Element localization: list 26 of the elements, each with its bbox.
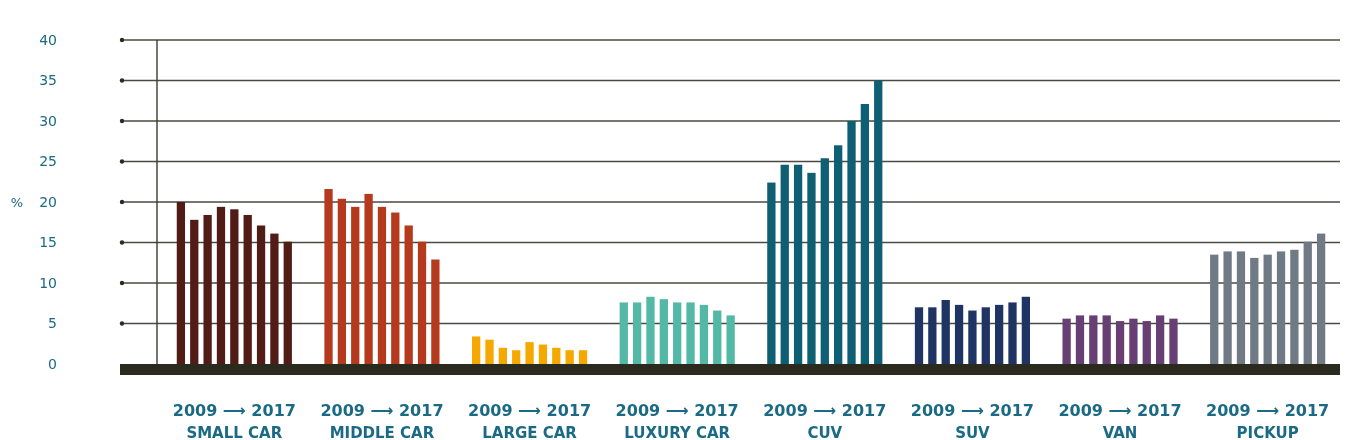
y-tick-label: 35 bbox=[39, 72, 57, 89]
text: 2009 ⟶ 2017 bbox=[615, 401, 739, 420]
text: 2009 ⟶ 2017 bbox=[1058, 401, 1182, 420]
text: 2009 ⟶ 2017 bbox=[910, 401, 1034, 420]
y-tick-label: 30 bbox=[39, 112, 57, 129]
x-tick-label: SMALL CAR bbox=[186, 424, 283, 440]
x-tick-label: LARGE CAR bbox=[482, 424, 578, 440]
x-tick-label: LUXURY CAR bbox=[624, 424, 731, 440]
y-tick-label: 5 bbox=[48, 315, 57, 332]
text: 2009 ⟶ 2017 bbox=[320, 401, 444, 420]
y-tick-label: 20 bbox=[39, 193, 57, 210]
text: 2009 ⟶ 2017 bbox=[763, 401, 887, 420]
x-tick-label: VAN bbox=[1102, 424, 1138, 440]
x-tick-label: MIDDLE CAR bbox=[329, 424, 435, 440]
y-tick-label: 15 bbox=[39, 234, 57, 251]
y-tick-label: 25 bbox=[39, 153, 57, 170]
text: 2009 ⟶ 2017 bbox=[1206, 401, 1330, 420]
y-tick-label: 40 bbox=[39, 31, 57, 48]
x-tick-label: SUV bbox=[955, 424, 991, 440]
y-tick-label: 0 bbox=[48, 355, 57, 372]
y-axis-title: % bbox=[10, 194, 24, 210]
y-tick-label: 10 bbox=[39, 274, 57, 291]
x-tick-label: PICKUP bbox=[1236, 424, 1299, 440]
text: 2009 ⟶ 2017 bbox=[468, 401, 592, 420]
x-tick-label: CUV bbox=[807, 424, 843, 440]
text: 2009 ⟶ 2017 bbox=[172, 401, 296, 420]
